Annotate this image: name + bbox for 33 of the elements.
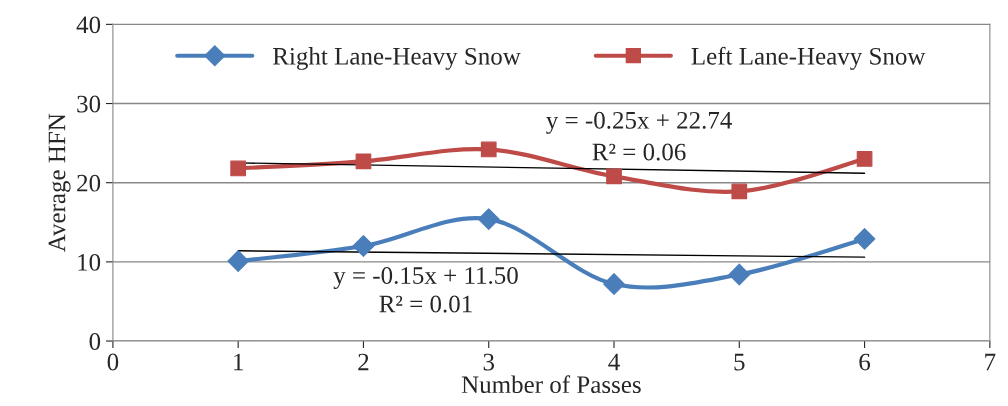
y-tick-label: 30 — [77, 95, 101, 113]
legend-label: Left Lane-Heavy Snow — [691, 46, 926, 70]
x-tick-label: 4 — [608, 353, 620, 371]
point — [477, 208, 500, 231]
point — [352, 235, 375, 257]
annotation: R² = 0.01 — [379, 295, 472, 313]
annotation: R² = 0.06 — [592, 143, 686, 161]
x-tick-label: 7 — [985, 353, 996, 371]
y-axis-title: Average HFN — [48, 113, 71, 252]
point — [355, 153, 372, 170]
point — [227, 250, 250, 272]
point — [603, 273, 625, 295]
point — [728, 263, 751, 286]
y-tick-label: 20 — [77, 174, 101, 192]
point — [853, 228, 876, 250]
x-axis-title: Number of Passes — [461, 375, 641, 394]
y-tick-label: 40 — [76, 16, 101, 34]
point — [480, 141, 497, 158]
x-tick-label: 3 — [483, 353, 495, 371]
y-tick-label: 0 — [89, 333, 101, 350]
point — [856, 151, 873, 167]
point — [230, 160, 247, 177]
x-tick-label: 6 — [859, 353, 871, 371]
x-tick-label: 1 — [234, 353, 243, 371]
legend-label: Right Lane-Heavy Snow — [273, 47, 521, 70]
annotation: y = -0.25x + 22.74 — [546, 111, 732, 134]
x-tick-label: 2 — [358, 353, 369, 371]
x-tick-label: 5 — [734, 353, 745, 371]
x-tick-label: 0 — [107, 353, 119, 371]
y-tick-label: 10 — [78, 253, 101, 271]
point — [606, 168, 622, 185]
point — [731, 183, 748, 200]
annotation: y = -0.15x + 11.50 — [333, 267, 518, 290]
